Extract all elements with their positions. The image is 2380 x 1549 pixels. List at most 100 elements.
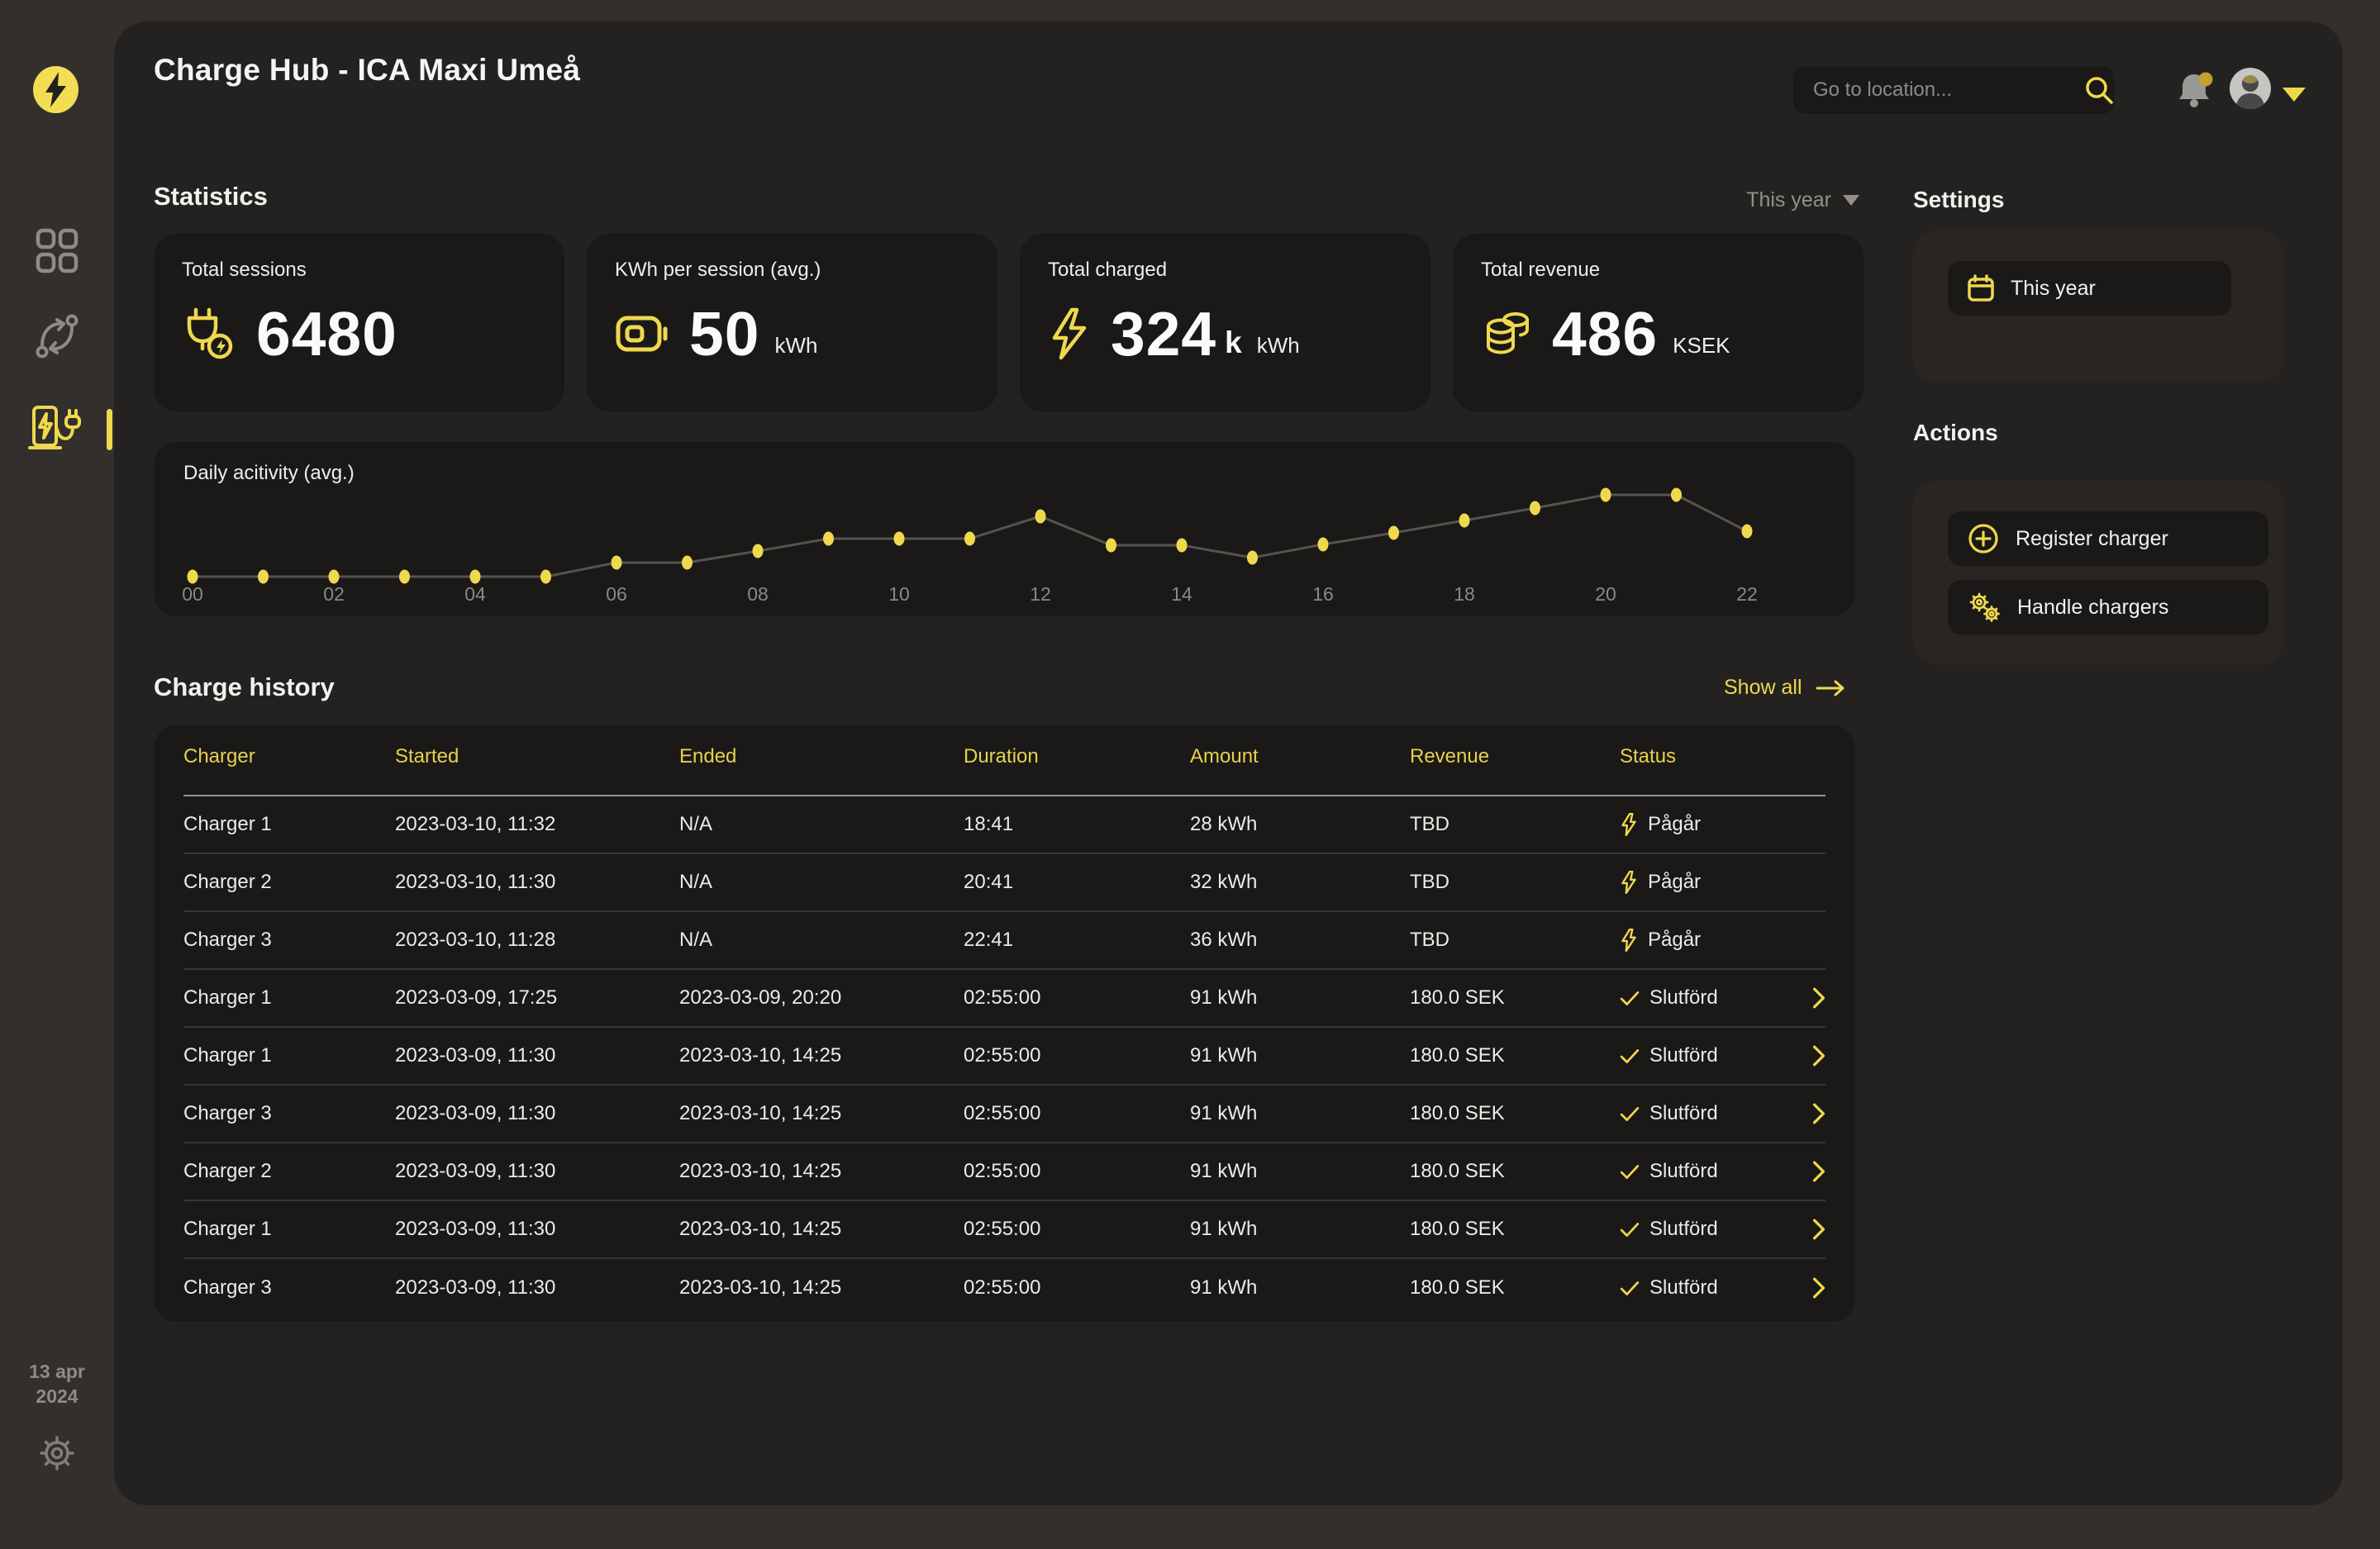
- stat-card-total-revenue: Total revenue 486 KSEK: [1453, 234, 1864, 411]
- chart-point: [1247, 550, 1258, 565]
- sidebar-item-dashboard[interactable]: [0, 228, 114, 273]
- cell-started: 2023-03-10, 11:32: [395, 813, 556, 835]
- stat-card-label: KWh per session (avg.): [615, 259, 821, 281]
- status-label: Slutförd: [1649, 986, 1718, 1009]
- row-chevron[interactable]: [1812, 1219, 1825, 1240]
- chart-point: [1530, 501, 1540, 516]
- cell-amount: 91 kWh: [1190, 1276, 1258, 1299]
- plus-circle-icon: [1968, 524, 1998, 554]
- bell-icon[interactable]: [2178, 71, 2213, 109]
- table-row[interactable]: Charger 2 2023-03-10, 11:30 N/A 20:41 32 kWh…: [183, 854, 1825, 912]
- cell-duration: 02:55:00: [964, 1102, 1041, 1124]
- chart-point: [682, 555, 693, 570]
- this-year-button[interactable]: This year: [1948, 261, 2231, 316]
- cell-charger: Charger 3: [183, 1102, 272, 1124]
- cell-status: Slutförd: [1620, 986, 1793, 1010]
- cell-amount: 91 kWh: [1190, 1102, 1258, 1124]
- show-all-label: Show all: [1724, 676, 1802, 699]
- charge-history-table: Charger Started Ended Duration Amount Revenue…: [154, 725, 1855, 1322]
- chart-point: [893, 531, 905, 546]
- table-row[interactable]: Charger 1 2023-03-09, 11:30 2023-03-10, 14…: [183, 1028, 1825, 1086]
- user-avatar[interactable]: [2230, 68, 2271, 109]
- x-axis-tick-label: 20: [1595, 583, 1616, 605]
- cell-revenue: TBD: [1410, 813, 1449, 835]
- handle-chargers-label: Handle chargers: [2017, 595, 2169, 619]
- table-row[interactable]: Charger 1 2023-03-09, 17:25 2023-03-09, 20…: [183, 970, 1825, 1028]
- cell-charger: Charger 2: [183, 1160, 272, 1182]
- cell-revenue: 180.0 SEK: [1410, 1160, 1505, 1182]
- table-row[interactable]: Charger 3 2023-03-10, 11:28 N/A 22:41 36 kWh…: [183, 912, 1825, 970]
- battery-icon: [616, 316, 668, 352]
- row-chevron[interactable]: [1812, 1161, 1825, 1182]
- register-charger-label: Register charger: [2016, 526, 2168, 550]
- cell-started: 2023-03-09, 11:30: [395, 1218, 556, 1240]
- avatar-image: [2230, 68, 2271, 109]
- cell-duration: 02:55:00: [964, 986, 1041, 1009]
- stat-card-value: 324: [1111, 299, 1217, 368]
- chart-point: [1741, 524, 1753, 539]
- x-axis-tick-label: 18: [1454, 583, 1475, 605]
- cell-charger: Charger 2: [183, 871, 272, 893]
- status-label: Pågår: [1648, 813, 1702, 835]
- cell-revenue: TBD: [1410, 929, 1449, 951]
- stat-card-unit: kWh: [774, 332, 818, 358]
- status-label: Pågår: [1648, 871, 1702, 893]
- cell-charger: Charger 1: [183, 813, 272, 835]
- gears-icon: [1969, 592, 2000, 622]
- lightning-logo-icon: [33, 66, 79, 113]
- table-row[interactable]: Charger 1 2023-03-09, 11:30 2023-03-10, 14…: [183, 1201, 1825, 1259]
- cell-duration: 20:41: [964, 871, 1014, 893]
- stat-card-unit: kWh: [1256, 332, 1300, 358]
- show-all-link[interactable]: Show all: [1724, 676, 1845, 700]
- table-row[interactable]: Charger 2 2023-03-09, 11:30 2023-03-10, 14…: [183, 1143, 1825, 1201]
- table-row[interactable]: Charger 1 2023-03-10, 11:32 N/A 18:41 28 kWh…: [183, 796, 1825, 854]
- x-axis-tick-label: 16: [1312, 583, 1334, 605]
- bolt-status-icon: [1621, 871, 1636, 894]
- plug-icon: [187, 308, 233, 359]
- search-input[interactable]: [1793, 66, 2084, 114]
- table-row[interactable]: Charger 3 2023-03-09, 11:30 2023-03-10, 14…: [183, 1259, 1825, 1317]
- stat-card-value-suffix: k: [1225, 325, 1242, 359]
- cell-amount: 91 kWh: [1190, 1218, 1258, 1240]
- cell-started: 2023-03-09, 11:30: [395, 1160, 556, 1182]
- row-chevron[interactable]: [1812, 987, 1825, 1009]
- handle-chargers-button[interactable]: Handle chargers: [1948, 580, 2268, 634]
- table-row[interactable]: Charger 3 2023-03-09, 11:30 2023-03-10, 14…: [183, 1086, 1825, 1143]
- stat-card-value: 6480: [256, 299, 397, 368]
- register-charger-button[interactable]: Register charger: [1948, 511, 2268, 566]
- chart-point: [1176, 538, 1188, 553]
- cell-started: 2023-03-09, 11:30: [395, 1276, 556, 1299]
- cell-revenue: 180.0 SEK: [1410, 1044, 1505, 1067]
- chevron-down-icon[interactable]: [2282, 88, 2306, 102]
- cell-revenue: 180.0 SEK: [1410, 986, 1505, 1009]
- cell-ended: 2023-03-10, 14:25: [679, 1218, 842, 1240]
- activity-line-chart: 00 02 04 06 08 10 12 14 16 18 20 22: [182, 487, 1758, 605]
- gear-icon[interactable]: [38, 1434, 76, 1472]
- column-header-revenue: Revenue: [1410, 745, 1490, 767]
- chevron-right-icon: [1812, 1219, 1825, 1240]
- active-nav-indicator: [107, 409, 112, 450]
- period-selector[interactable]: This year: [1684, 188, 1859, 212]
- x-axis-tick-label: 12: [1030, 583, 1051, 605]
- row-chevron[interactable]: [1812, 1045, 1825, 1067]
- sidebar-item-chargers[interactable]: [0, 403, 114, 451]
- sync-icon: [36, 314, 79, 359]
- row-chevron[interactable]: [1812, 1103, 1825, 1124]
- sidebar-date-line2: 2024: [36, 1385, 79, 1407]
- check-status-icon: [1620, 1049, 1640, 1063]
- notification-badge: [2198, 72, 2213, 87]
- stat-card-value: 50: [689, 299, 760, 368]
- cell-charger: Charger 1: [183, 1218, 272, 1240]
- daily-activity-chart-card: Daily acitivity (avg.) 00 02 04 06 08 10 12 14 1…: [154, 442, 1855, 616]
- cell-charger: Charger 3: [183, 1276, 272, 1299]
- sidebar-item-sync[interactable]: [0, 314, 114, 359]
- page-title: Charge Hub - ICA Maxi Umeå: [154, 53, 581, 87]
- actions-heading: Actions: [1913, 420, 1998, 445]
- x-axis-tick-label: 00: [182, 583, 203, 605]
- arrow-right-icon: [1816, 680, 1844, 696]
- status-label: Slutförd: [1649, 1218, 1718, 1240]
- search-icon[interactable]: [2084, 75, 2114, 105]
- row-chevron[interactable]: [1812, 1277, 1825, 1299]
- column-header-status: Status: [1620, 745, 1677, 767]
